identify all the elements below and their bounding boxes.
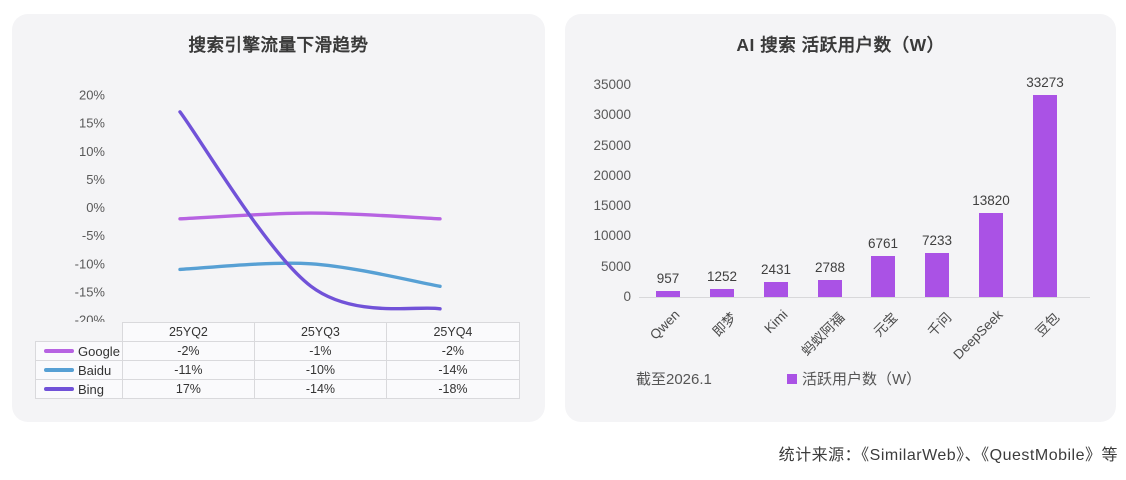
bar-value-label: 957 (656, 271, 680, 286)
series-name: Baidu (78, 362, 112, 378)
line-y-tick-label: 5% (86, 172, 105, 187)
table-header-row: 25YQ2 25YQ3 25YQ4 (36, 322, 520, 342)
line-chart-data-table: 25YQ2 25YQ3 25YQ4 Google -2% -1% -2% Baidu -11% -… (35, 322, 520, 399)
line-y-tick-label: 0% (86, 200, 105, 215)
source-note: 统计来源：《SimilarWeb》、《QuestMobile》等 (778, 447, 1118, 464)
table-value-cell: -14% (385, 360, 520, 380)
line-y-tick-label: 20% (79, 88, 105, 103)
bar-value-label: 6761 (867, 236, 899, 251)
as-of-date-note: 截至2026.1 (636, 371, 712, 388)
bar-y-tick-label: 30000 (593, 107, 631, 123)
legend-square-icon (787, 373, 797, 384)
line-y-tick-label: -20% (75, 313, 106, 323)
series-line-swatch-icon (44, 368, 74, 372)
ai-search-users-card: AI 搜索 活跃用户数（W） 35000 30000 25000 20000 15000… (565, 14, 1116, 422)
search-traffic-decline-card: 搜索引擎流量下滑趋势 20% 15% 10% 5% 0% -5% -10% -15% -20% … (12, 14, 545, 422)
bar-y-tick-label: 20000 (593, 167, 631, 183)
bar-value-label: 7233 (921, 233, 953, 248)
table-row: Bing 17% -14% -18% (35, 379, 520, 399)
bar-Kimi (764, 282, 788, 297)
bar-value-label: 2788 (814, 260, 846, 275)
table-corner-cell (36, 323, 123, 342)
series-line-swatch-icon (44, 349, 74, 353)
legend-label: 活跃用户数（W） (802, 371, 922, 388)
series-line-baidu (178, 261, 442, 288)
bar-y-tick-label: 0 (623, 289, 631, 304)
table-value-cell: -2% (121, 341, 255, 361)
bar-value-label: 33273 (1026, 75, 1064, 90)
bar-Qwen (656, 291, 680, 297)
series-line-google (178, 211, 442, 221)
table-value-cell: -1% (253, 341, 387, 361)
line-chart-plot: 20% 15% 10% 5% 0% -5% -10% -15% -20% (75, 88, 442, 323)
table-value-cell: -10% (253, 360, 387, 380)
table-row: Google -2% -1% -2% (35, 341, 520, 361)
bar-y-tick-label: 10000 (593, 228, 631, 244)
bar-value-label: 1252 (706, 269, 738, 284)
table-value-cell: -11% (121, 360, 255, 380)
bar-千问 (925, 253, 949, 297)
bar-即梦 (710, 289, 734, 297)
series-name: Bing (78, 381, 105, 397)
table-column-header: 25YQ4 (385, 322, 520, 342)
table-column-header: 25YQ2 (121, 322, 255, 342)
bar-value-label: 13820 (972, 193, 1010, 208)
right-chart-title: AI 搜索 活跃用户数（W） (736, 35, 945, 55)
series-legend-cell: Bing (35, 379, 123, 399)
line-y-tick-label: -15% (75, 284, 106, 299)
table-value-cell: -14% (253, 379, 387, 399)
bar-豆包 (1033, 95, 1057, 297)
bar-DeepSeek (979, 213, 1003, 297)
series-line-bing (178, 110, 442, 311)
bar-chart-legend: 活跃用户数（W） (787, 368, 921, 389)
table-value-cell: 17% (121, 379, 255, 399)
table-value-cell: -18% (385, 379, 520, 399)
bar-y-tick-label: 15000 (593, 198, 631, 214)
line-y-tick-label: 10% (79, 144, 105, 159)
series-legend-cell: Google (35, 341, 123, 361)
table-row: Baidu -11% -10% -14% (35, 360, 520, 380)
bar-y-tick-label: 5000 (600, 258, 631, 274)
table-column-header: 25YQ3 (253, 322, 387, 342)
x-axis-line (639, 297, 1090, 298)
left-chart-title: 搜索引擎流量下滑趋势 (188, 35, 369, 55)
bar-y-tick-label: 25000 (593, 137, 631, 153)
bar-chart-plot: 35000 30000 25000 20000 15000 10000 5000 0 957 Qw… (565, 14, 1116, 422)
bar-元宝 (871, 256, 895, 297)
series-line-swatch-icon (44, 387, 74, 391)
line-y-tick-label: -5% (82, 228, 106, 243)
bar-y-tick-label: 35000 (593, 77, 631, 92)
table-value-cell: -2% (385, 341, 520, 361)
line-y-tick-label: -10% (75, 256, 106, 271)
bar-蚂蚁阿福 (818, 280, 842, 297)
series-name: Google (78, 343, 120, 359)
bar-value-label: 2431 (760, 262, 792, 277)
line-y-tick-label: 15% (79, 116, 105, 131)
series-legend-cell: Baidu (35, 360, 123, 380)
